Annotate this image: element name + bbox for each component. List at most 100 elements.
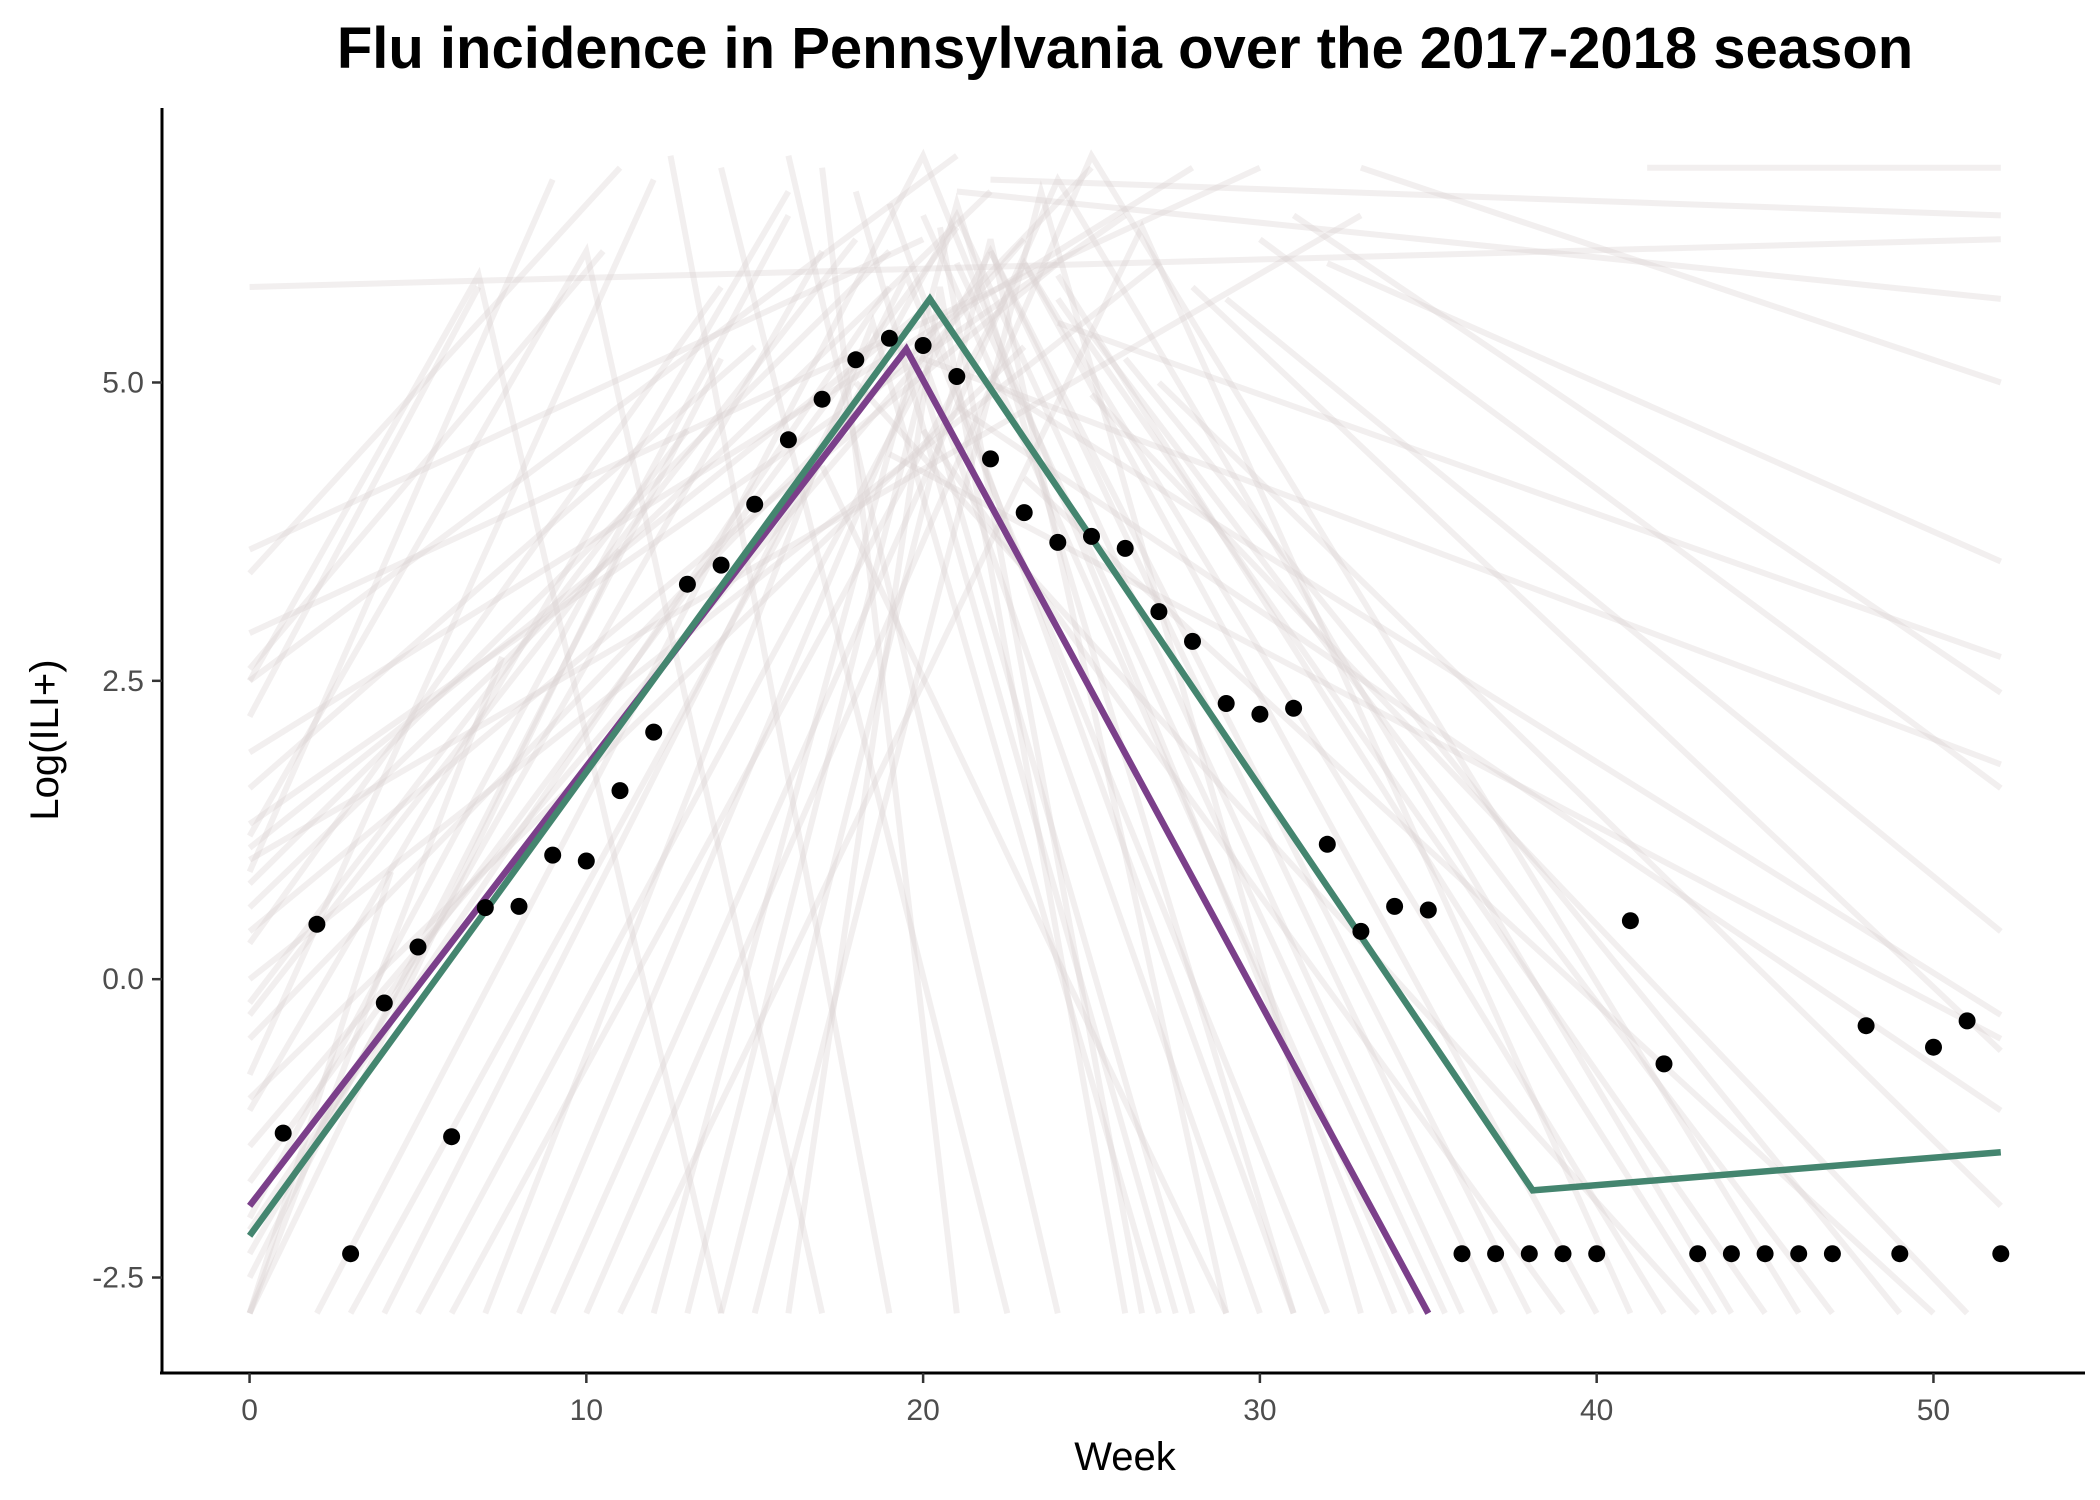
data-point [1790,1245,1808,1263]
data-point [1823,1245,1841,1263]
sample-line [248,164,1262,636]
sample-line [247,249,892,886]
sample-line [956,188,2002,302]
y-tick-label: 0.0 [102,963,144,996]
y-tick-label: -2.5 [92,1262,144,1295]
sample-line [381,267,1331,1315]
sample-line [247,189,993,910]
sample-line [246,870,394,1315]
sample-line [1291,212,2003,696]
sample-line [247,344,757,791]
sample-line [248,236,925,553]
sample-line [990,176,2001,219]
sample-line [1122,356,1903,1316]
sample-line [617,220,1634,1315]
data-point [678,575,696,593]
sample-line [751,179,1364,1315]
sample-line [1089,332,1835,1316]
sample-line [853,380,1700,1316]
sample-line [247,165,1094,1041]
data-point [544,846,562,864]
sample-line [247,153,959,684]
data-point [847,351,865,369]
data-point [1150,603,1168,621]
data-point [274,1124,292,1142]
sample-line [448,257,1667,1315]
sample-line [415,244,1532,1315]
sample-line [922,355,2002,768]
x-axis-label: Week [1074,1435,1177,1479]
sample-line [955,403,2003,1113]
data-point [1891,1245,1909,1263]
sample-line [247,189,791,1113]
data-point [1116,539,1134,557]
data-point [375,994,393,1012]
sample-line [549,173,1734,1315]
data-point [443,1128,461,1146]
y-axis-ticks: -2.5 0.0 2.5 5.0 [92,366,162,1295]
sample-line [247,225,960,1184]
data-point [1857,1017,1875,1035]
data-point [1958,1012,1976,1030]
x-tick-label: 20 [906,1394,939,1427]
sample-line [1258,236,2003,791]
data-point [1520,1245,1538,1263]
data-point [1756,1245,1774,1263]
sample-line [718,238,1230,1315]
sample-line [247,344,1027,1101]
sample-line [1055,273,1718,1315]
sample-line [886,202,1297,1315]
data-point [1419,901,1437,919]
sample-line [246,655,505,1315]
data-point [982,450,999,468]
sample-line [248,212,1363,863]
sample-line [247,285,724,946]
sample-line [246,285,482,719]
data-point [1015,504,1033,522]
data-point [409,938,427,956]
sample-line [1224,296,2003,934]
sample-line [1190,284,2003,1053]
sample-line [247,260,1161,982]
sample-line [347,208,1465,1315]
data-point [1217,695,1235,712]
sample-line [247,308,925,851]
sample-line [819,167,960,1314]
sample-line [247,243,826,1314]
sample-line [314,148,1398,1315]
data-point [1184,632,1201,650]
sample-line [246,213,792,1220]
data-point [1655,1055,1673,1073]
x-tick-label: 50 [1917,1394,1950,1427]
data-point [1251,705,1269,723]
data-point [1453,1245,1471,1263]
data-point [308,915,326,933]
data-point [712,556,730,574]
x-axis-ticks: 0 10 20 30 40 50 [241,1373,1950,1427]
sample-line [246,178,556,874]
x-tick-label: 10 [570,1394,603,1427]
sample-line [1089,392,1970,1316]
data-point [1352,922,1370,940]
sample-line [1156,380,2003,1209]
x-tick-label: 40 [1580,1394,1613,1427]
sample-line [246,548,623,1315]
sample-line [888,451,2003,1042]
sample-line [249,236,2001,290]
data-point [746,495,764,513]
fit-line [247,343,1432,1315]
sample-line [1022,475,1936,1316]
observed-points [274,329,2010,1263]
data-point [1992,1245,2010,1263]
sample-line [650,192,1297,1315]
sample-line [785,155,1061,1314]
sample-line [247,212,1127,827]
data-point [813,390,831,408]
chart-title: Flu incidence in Pennsylvania over the 2… [337,16,1913,81]
fit-lines [246,293,2002,1315]
sample-line [247,428,690,1005]
data-point [476,899,494,917]
data-point [914,337,932,354]
sample-line [1359,164,2002,386]
